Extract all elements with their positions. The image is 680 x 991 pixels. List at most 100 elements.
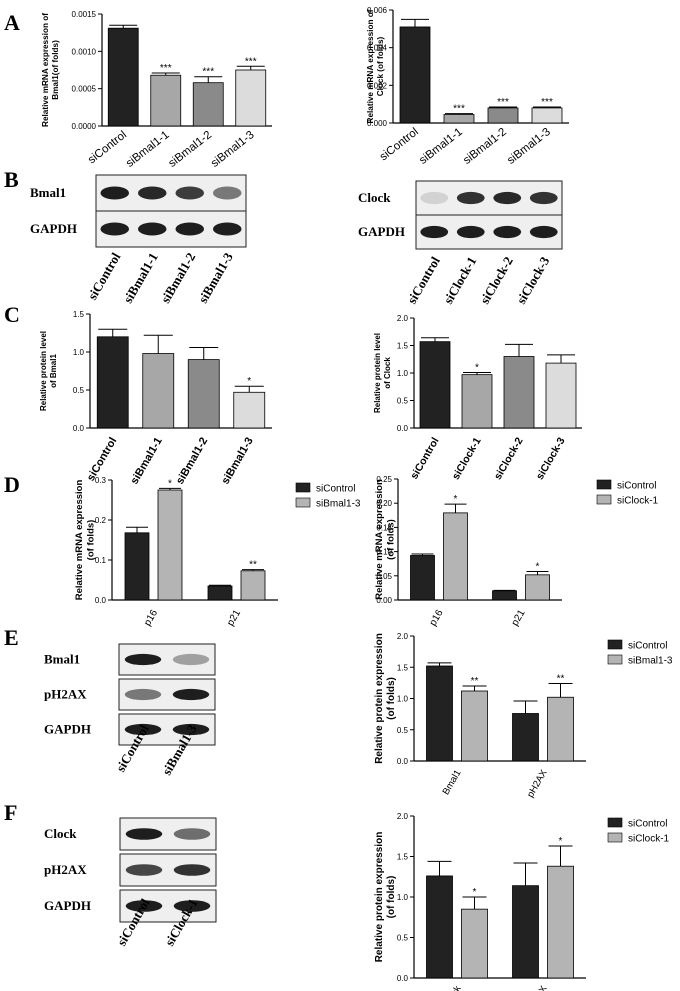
protein-band bbox=[173, 864, 211, 876]
y-axis-label-line: Relative mRNA expression bbox=[374, 479, 385, 600]
protein-band bbox=[125, 828, 163, 840]
bar bbox=[461, 908, 488, 979]
x-tick-label: siBmal1-2 bbox=[174, 436, 210, 487]
y-tick-label: 0.0005 bbox=[72, 85, 97, 94]
x-tick-label: siClock-2 bbox=[492, 435, 526, 482]
bar bbox=[150, 74, 182, 127]
x-tick-label: siControl bbox=[378, 126, 421, 163]
x-tick-label: siControl bbox=[408, 435, 441, 481]
bar bbox=[410, 555, 435, 601]
protein-band bbox=[124, 723, 162, 736]
legend-label: siBmal1-3 bbox=[316, 499, 361, 510]
y-axis-label-line: (of folds) bbox=[386, 519, 397, 560]
y-tick-label: 1.5 bbox=[397, 663, 409, 672]
protein-band bbox=[493, 191, 522, 205]
y-axis-label: Relative mRNA expression ofClock (of fol… bbox=[366, 9, 385, 123]
y-tick-label: 0.0 bbox=[73, 424, 85, 433]
bar bbox=[531, 107, 563, 124]
significance-label: *** bbox=[541, 97, 553, 108]
y-axis-label: Relative protein expression(of folds) bbox=[374, 633, 397, 764]
y-tick-label: 1.0 bbox=[397, 369, 409, 378]
significance-label: *** bbox=[497, 97, 509, 108]
blot-row-label: pH2AX bbox=[44, 687, 87, 702]
x-tick-label: siBmal1-1 bbox=[417, 126, 465, 167]
legend-label: siControl bbox=[617, 481, 656, 492]
y-tick-label: 0.000 bbox=[367, 119, 388, 128]
protein-band bbox=[493, 225, 522, 239]
x-tick-label: pH2AX bbox=[525, 767, 550, 799]
bar bbox=[525, 574, 550, 601]
bar bbox=[487, 107, 519, 124]
y-axis-label: Relative protein levelof Bmal1 bbox=[39, 331, 58, 411]
panel-letter-d: D bbox=[4, 472, 20, 497]
bar bbox=[96, 336, 129, 429]
y-axis-label-line: Relative protein level bbox=[39, 331, 48, 411]
y-tick-label: 0.15 bbox=[376, 523, 392, 532]
y-axis-label-line: Bmal1(of folds) bbox=[51, 40, 60, 100]
protein-band bbox=[125, 864, 163, 876]
x-tick-label: siBmal1-1 bbox=[124, 129, 172, 170]
blot-lane-label: siBmal1-3 bbox=[195, 250, 236, 306]
significance-label: *** bbox=[245, 56, 257, 67]
blot-row-label: GAPDH bbox=[30, 221, 77, 236]
bar bbox=[207, 585, 233, 601]
protein-band bbox=[125, 900, 163, 912]
y-tick-label: 1.5 bbox=[397, 342, 409, 351]
y-axis-label: Relative protein levelof Clock bbox=[373, 333, 392, 413]
bar bbox=[545, 362, 577, 429]
bar bbox=[107, 27, 139, 127]
chart-a1: 0.0000 0.0005 0.0010 0.0015 Relative mRNA ex… bbox=[41, 10, 272, 170]
significance-label: ** bbox=[557, 674, 565, 685]
protein-band bbox=[138, 186, 167, 200]
y-axis-label-line: Relative mRNA expression of bbox=[366, 9, 375, 123]
y-tick-label: 0.5 bbox=[397, 726, 409, 735]
y-axis-label-line: of Clock bbox=[383, 357, 392, 389]
y-axis-label-line: Relative mRNA expression bbox=[74, 480, 85, 601]
legend-swatch bbox=[596, 494, 612, 505]
blot-row-label: GAPDH bbox=[44, 898, 91, 913]
blot-lane-label: siControl bbox=[404, 254, 443, 307]
y-tick-label: 0.0 bbox=[397, 424, 409, 433]
bar bbox=[512, 885, 539, 979]
blot-lane-label: siClock-2 bbox=[477, 254, 516, 307]
x-tick-label: p21 bbox=[225, 608, 243, 628]
x-tick-label: siBmal1-1 bbox=[128, 436, 164, 487]
significance-label: *** bbox=[202, 67, 214, 78]
bar bbox=[419, 341, 451, 429]
y-tick-label: 0.0 bbox=[397, 974, 409, 983]
legend-label: siControl bbox=[628, 819, 667, 830]
y-axis-label: Relative mRNA expression(of folds) bbox=[74, 480, 97, 601]
y-tick-label: 0.5 bbox=[73, 386, 85, 395]
bar bbox=[503, 356, 535, 429]
protein-band bbox=[173, 828, 211, 840]
significance-label: * bbox=[559, 836, 563, 847]
bar bbox=[461, 374, 493, 429]
protein-band bbox=[172, 688, 210, 701]
blot-lane-label: siClock-1 bbox=[440, 254, 479, 307]
bar bbox=[461, 690, 488, 762]
legend-swatch bbox=[607, 832, 623, 843]
bar bbox=[399, 26, 431, 124]
protein-band bbox=[124, 688, 162, 701]
bar bbox=[240, 570, 266, 601]
y-tick-label: 0.5 bbox=[397, 934, 409, 943]
legend-label: siClock-1 bbox=[617, 496, 659, 507]
blot-b2: Clock GAPDH siControlsiClock-1siClock-2siC… bbox=[358, 180, 563, 307]
blot-lane-label: siClock-3 bbox=[513, 254, 552, 307]
y-tick-label: 1.0 bbox=[397, 893, 409, 902]
protein-band bbox=[529, 225, 558, 239]
x-tick-label: p21 bbox=[510, 608, 528, 628]
protein-band bbox=[175, 186, 204, 200]
blot-lane-label: siControl bbox=[84, 250, 123, 303]
protein-band bbox=[100, 186, 129, 200]
x-tick-label: siBmal1-3 bbox=[219, 436, 255, 487]
y-axis-label-line: (of folds) bbox=[386, 677, 397, 720]
legend-swatch bbox=[607, 639, 623, 650]
legend-swatch bbox=[295, 497, 311, 508]
bar bbox=[235, 69, 267, 127]
x-tick-label: siClock-3 bbox=[534, 435, 568, 482]
significance-label: * bbox=[536, 561, 540, 572]
